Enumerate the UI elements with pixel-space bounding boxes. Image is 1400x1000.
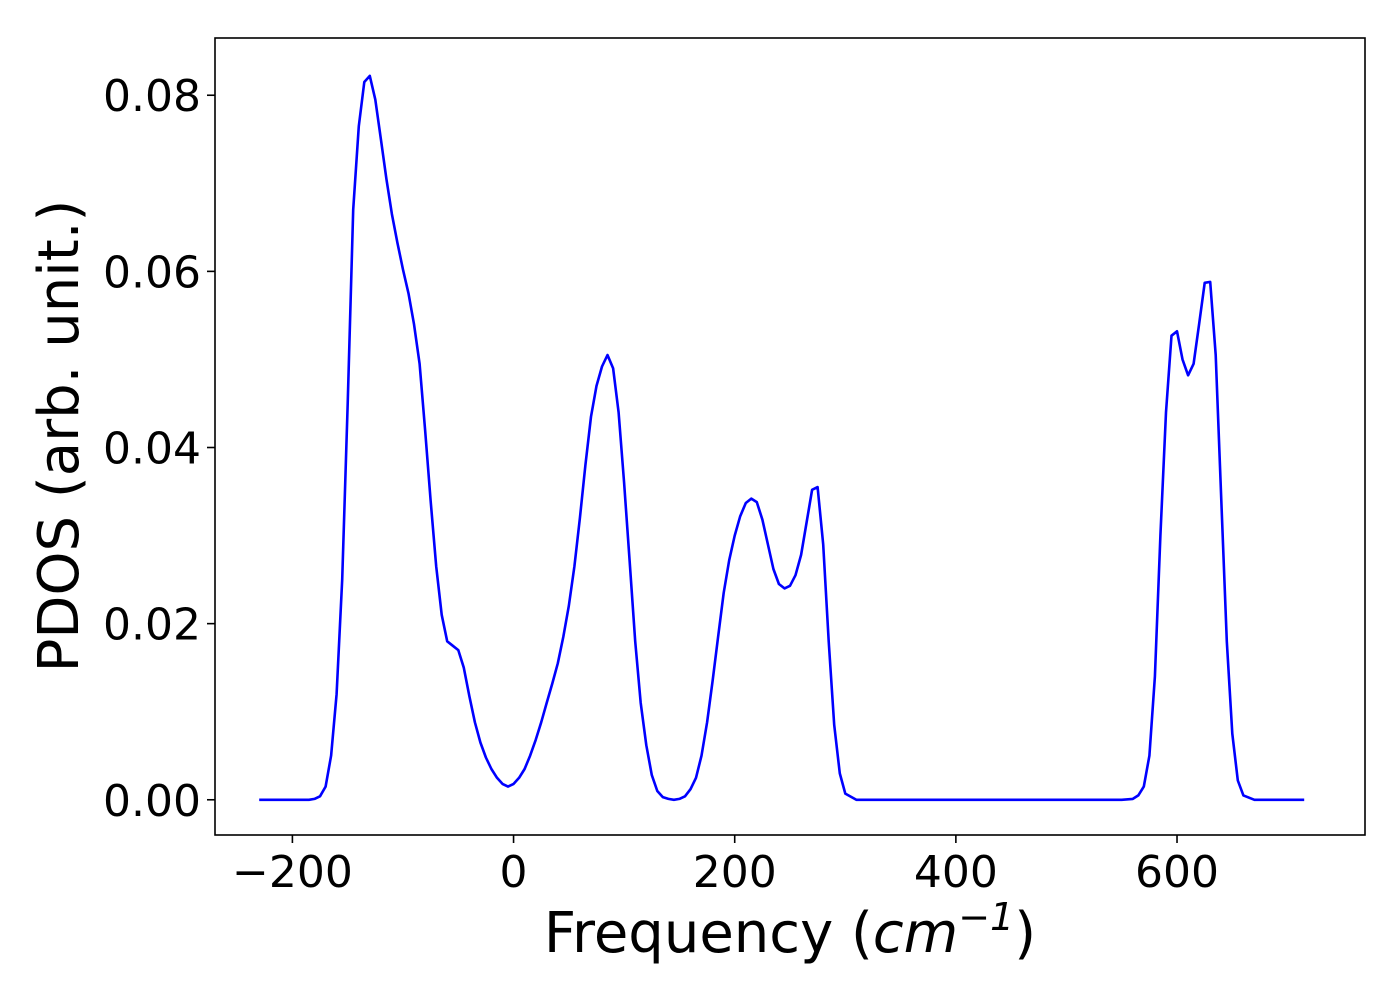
y-tick-label: 0.08 (103, 71, 201, 122)
y-tick-label: 0.02 (103, 600, 201, 651)
y-axis-ticks: 0.00 0.02 0.04 0.06 0.08 (103, 71, 215, 827)
x-tick-label: 0 (500, 847, 528, 898)
pdos-series-line-0 (259, 74, 1305, 802)
x-tick-label: 400 (914, 847, 998, 898)
x-tick-label: 200 (693, 847, 777, 898)
y-axis-label: PDOS (arb. unit.) (27, 200, 92, 673)
x-tick-label: 600 (1135, 847, 1219, 898)
x-tick-label: −200 (232, 847, 353, 898)
x-axis-ticks: −200 0 200 400 600 (232, 835, 1219, 898)
x-axis-label: Frequency (cm−1) (544, 895, 1036, 966)
y-tick-label: 0.06 (103, 247, 201, 298)
y-tick-label: 0.00 (103, 776, 201, 827)
y-tick-label: 0.04 (103, 424, 201, 475)
plot-area (259, 74, 1305, 802)
plot-frame (214, 37, 1366, 836)
